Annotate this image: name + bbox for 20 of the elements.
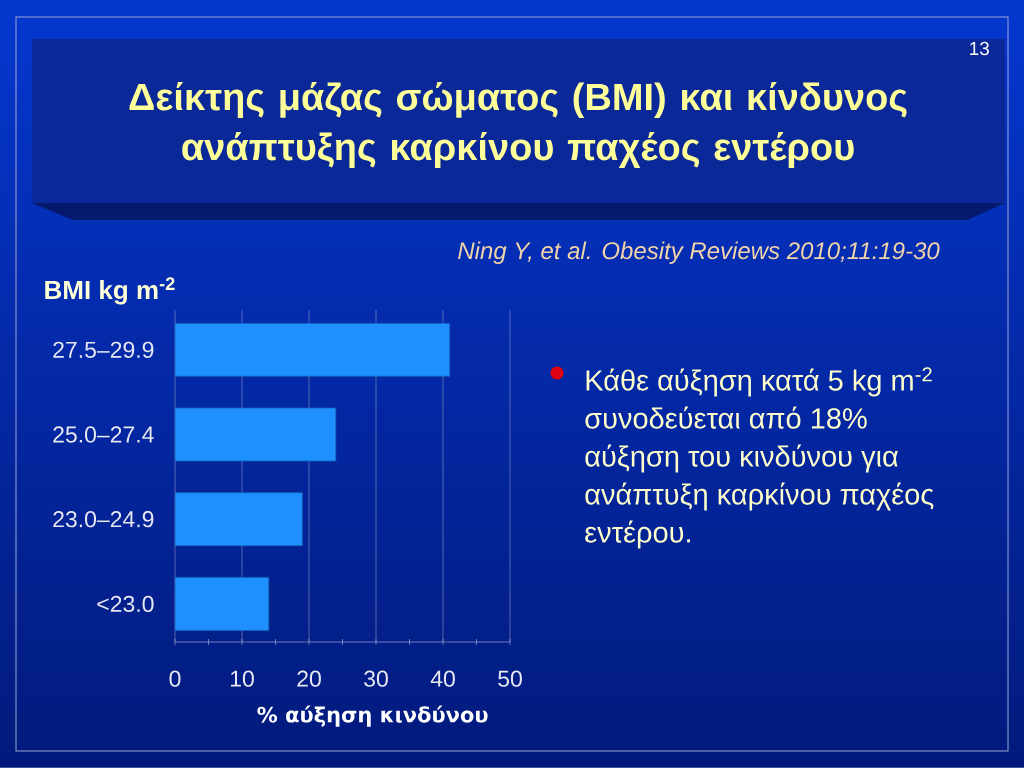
y-tick-label: 25.0–27.4 bbox=[53, 426, 154, 443]
y-axis-title: BMI kg m$^{-2}$ bbox=[45, 277, 175, 305]
y-tick-label: <23.0 bbox=[97, 595, 154, 613]
text: 13 bbox=[970, 41, 989, 56]
bar bbox=[175, 407, 337, 462]
x-tick-label: 10 bbox=[230, 670, 254, 687]
chart-title: Δείκτης μάζας σώματος (BMI) και κίνδυνος ανάπτυξης καρκίνου παχέος εντέρου bbox=[129, 82, 907, 168]
y-tick-label: 27.5–29.9 bbox=[53, 341, 154, 358]
bar bbox=[175, 576, 270, 631]
x-tick-label: 40 bbox=[430, 670, 455, 687]
x-tick-label: 30 bbox=[364, 670, 388, 687]
bar bbox=[175, 492, 303, 547]
x-tick-label: 50 bbox=[498, 670, 522, 687]
bar bbox=[175, 322, 451, 377]
text: Κάθε αύξηση κατά 5 kg m$^{-2}$ συνοδεύεται από 18% αύξηση του κινδύνου για ανάπτυξη καρκίνου παχέος εντέρου. bbox=[585, 367, 934, 549]
x-tick-label: 20 bbox=[297, 670, 321, 687]
y-tick-label: 23.0–24.9 bbox=[53, 511, 154, 528]
x-axis-title: % αύξηση κινδύνου bbox=[257, 705, 488, 727]
x-tick-label: 0 bbox=[169, 670, 181, 687]
text: Ning Y, et al. Obesity Reviews 2010;11:19-30 bbox=[458, 241, 940, 264]
